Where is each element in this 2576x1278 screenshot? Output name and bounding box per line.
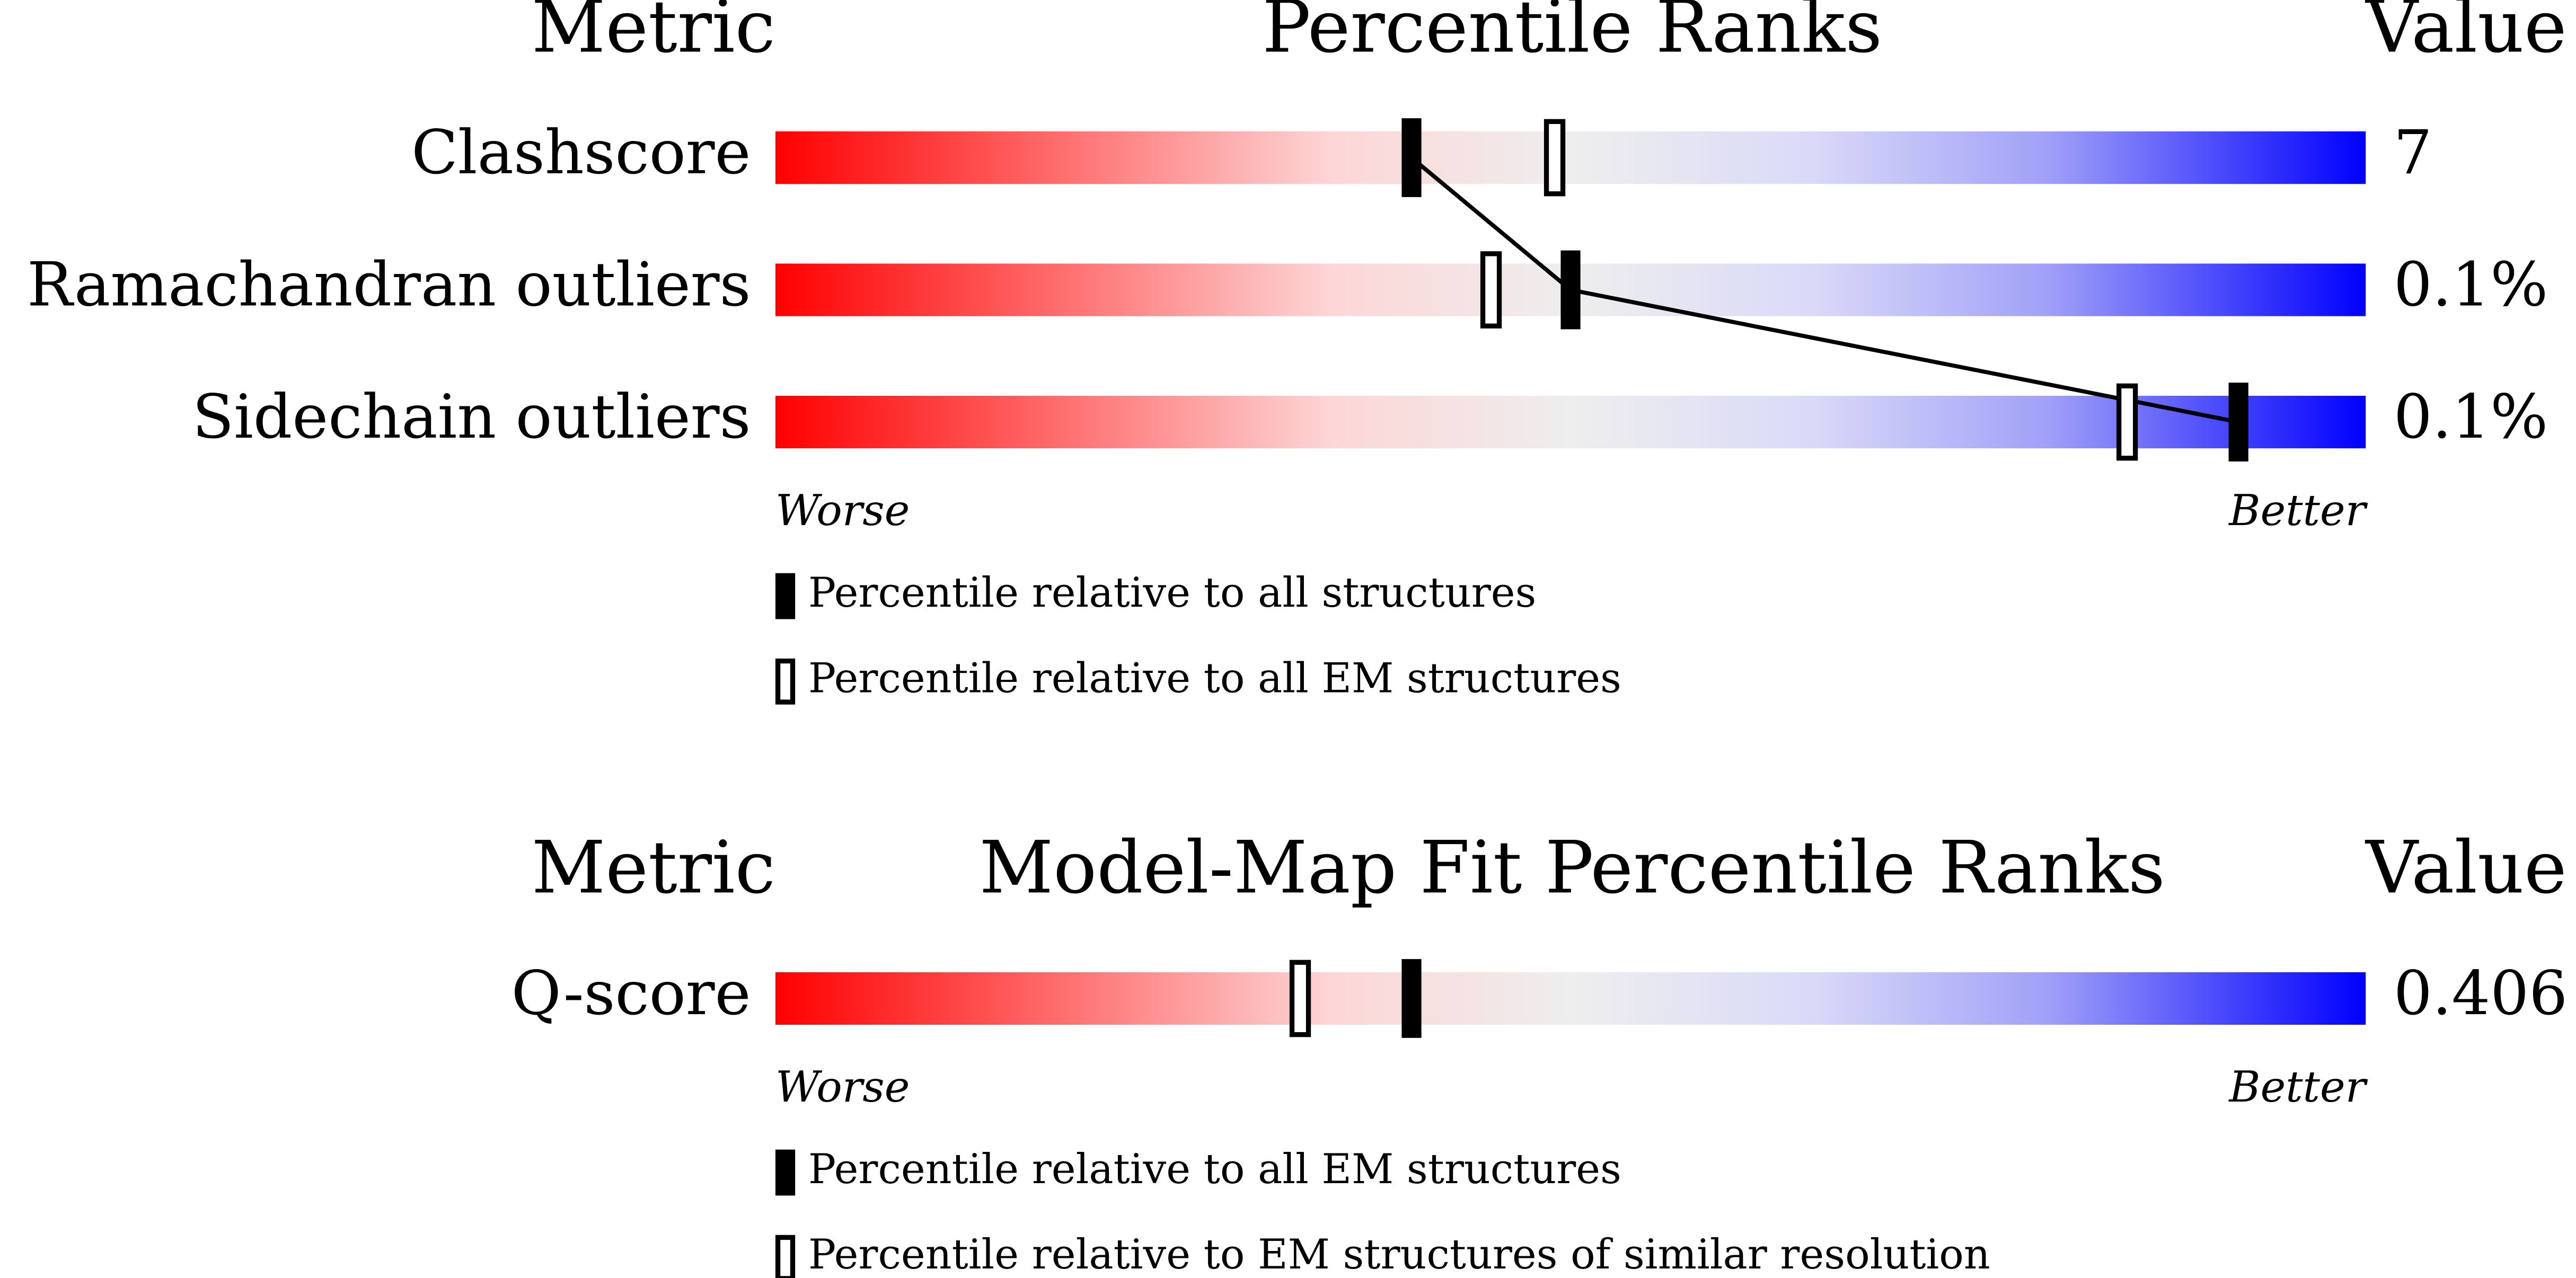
marker-filled xyxy=(1401,118,1422,197)
metric-name: Ramachandran outliers xyxy=(27,250,751,321)
better-label: Better xyxy=(2228,486,2368,536)
rank-bar xyxy=(775,972,2366,1025)
legend-icon xyxy=(775,1235,796,1278)
header-metric: Metric xyxy=(532,826,775,910)
marker-filled xyxy=(1401,959,1422,1038)
metric-value: 0.406 xyxy=(2394,958,2568,1029)
metric-name: Clashscore xyxy=(411,118,751,188)
rank-bar xyxy=(775,395,2366,449)
marker-filled xyxy=(2228,383,2248,462)
metric-value: 7 xyxy=(2394,118,2432,188)
header-title: Model-Map Fit Percentile Ranks xyxy=(980,826,2165,910)
marker-open xyxy=(1289,960,1311,1037)
marker-filled xyxy=(1560,250,1581,330)
marker-open xyxy=(1543,119,1566,197)
header-value: Value xyxy=(2365,0,2566,69)
legend-label: Percentile relative to all structures xyxy=(808,569,1536,617)
rank-bar xyxy=(775,131,2366,184)
legend-icon xyxy=(775,573,796,619)
legend-label: Percentile relative to all EM structures xyxy=(808,1146,1621,1193)
metric-name: Sidechain outliers xyxy=(192,382,751,452)
marker-open xyxy=(1480,251,1502,329)
header-metric: Metric xyxy=(532,0,775,69)
legend-icon xyxy=(775,658,796,705)
better-label: Better xyxy=(2228,1062,2368,1112)
header-title: Percentile Ranks xyxy=(1262,0,1882,69)
legend-label: Percentile relative to EM structures of … xyxy=(808,1231,1990,1278)
worse-label: Worse xyxy=(775,486,910,536)
legend-icon xyxy=(775,1149,796,1196)
worse-label: Worse xyxy=(775,1062,910,1112)
metric-name: Q-score xyxy=(511,958,751,1029)
header-value: Value xyxy=(2365,826,2566,910)
metric-value: 0.1% xyxy=(2394,382,2548,452)
marker-open xyxy=(2116,383,2138,461)
legend-label: Percentile relative to all EM structures xyxy=(808,654,1621,702)
metric-value: 0.1% xyxy=(2394,250,2548,321)
